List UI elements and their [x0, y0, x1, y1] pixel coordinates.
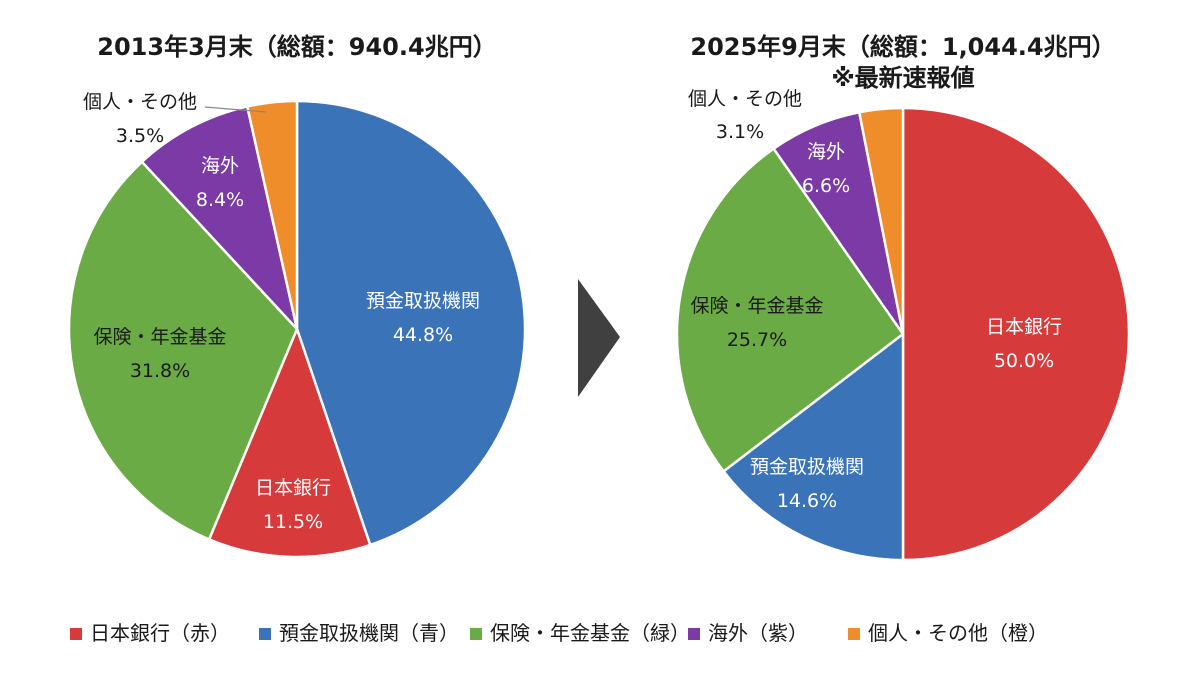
legend-swatch: [688, 628, 700, 640]
slice-value-label: 3.1%: [716, 121, 764, 143]
legend-label: 海外（紫）: [708, 621, 808, 645]
pie-slice: [207, 327, 372, 559]
slice-value-label: 3.5%: [116, 125, 164, 147]
slice-label: 預金取扱機関: [366, 290, 480, 312]
chart-title: 2025年9月末（総額：1,044.4兆円）: [690, 33, 1115, 61]
slice-value-label: 11.5%: [263, 511, 323, 533]
slice-label: 個人・その他: [83, 91, 197, 113]
pie-slice: [140, 105, 299, 331]
slice-label: 保険・年金基金: [93, 326, 226, 348]
pie-chart-1: 2013年3月末（総額：940.4兆円） 預金取扱機関 44.8% 日本銀行 11.5%…: [67, 33, 527, 559]
slice-value-label: 14.6%: [777, 490, 837, 512]
pie-slice: [67, 160, 299, 541]
pie-slice: [246, 99, 299, 331]
legend-swatch: [70, 628, 82, 640]
slice-label: 保険・年金基金: [690, 295, 823, 317]
leader-line: [204, 106, 267, 113]
chart-subtitle: ※最新速報値: [831, 64, 974, 92]
slice-value-label: 8.4%: [196, 189, 244, 211]
legend-label: 保険・年金基金（緑）: [490, 621, 690, 645]
slice-label: 個人・その他: [688, 88, 802, 110]
pie-slice: [901, 106, 1131, 562]
legend-item: 海外（紫）: [688, 621, 808, 645]
chart-title: 2013年3月末（総額：940.4兆円）: [97, 33, 496, 61]
slice-label: 海外: [807, 141, 845, 163]
legend-label: 預金取扱機関（青）: [279, 621, 459, 645]
slice-value-label: 6.6%: [802, 175, 850, 197]
legend-label: 日本銀行（赤）: [90, 621, 230, 645]
slice-label: 日本銀行: [255, 477, 331, 499]
arrow-icon: [578, 279, 620, 397]
slice-value-label: 25.7%: [727, 329, 787, 351]
legend: 日本銀行（赤） 預金取扱機関（青） 保険・年金基金（緑） 海外（紫） 個人・その他（橙）: [70, 621, 1048, 645]
slice-label: 日本銀行: [986, 316, 1062, 338]
legend-item: 預金取扱機関（青）: [259, 621, 459, 645]
slice-value-label: 44.8%: [393, 324, 453, 346]
legend-swatch: [470, 628, 482, 640]
legend-swatch: [259, 628, 271, 640]
legend-item: 保険・年金基金（緑）: [470, 621, 690, 645]
slice-value-label: 50.0%: [994, 350, 1054, 372]
legend-item: 個人・その他（橙）: [848, 621, 1048, 645]
slice-value-label: 31.8%: [130, 360, 190, 382]
slice-label: 海外: [201, 155, 239, 177]
pie-slice: [675, 147, 905, 473]
legend-item: 日本銀行（赤）: [70, 621, 230, 645]
legend-swatch: [848, 628, 860, 640]
legend-label: 個人・その他（橙）: [868, 621, 1048, 645]
pie-slice: [858, 106, 905, 336]
pie-slice: [295, 99, 527, 547]
slice-label: 預金取扱機関: [750, 456, 864, 478]
pie-slice: [722, 332, 905, 562]
